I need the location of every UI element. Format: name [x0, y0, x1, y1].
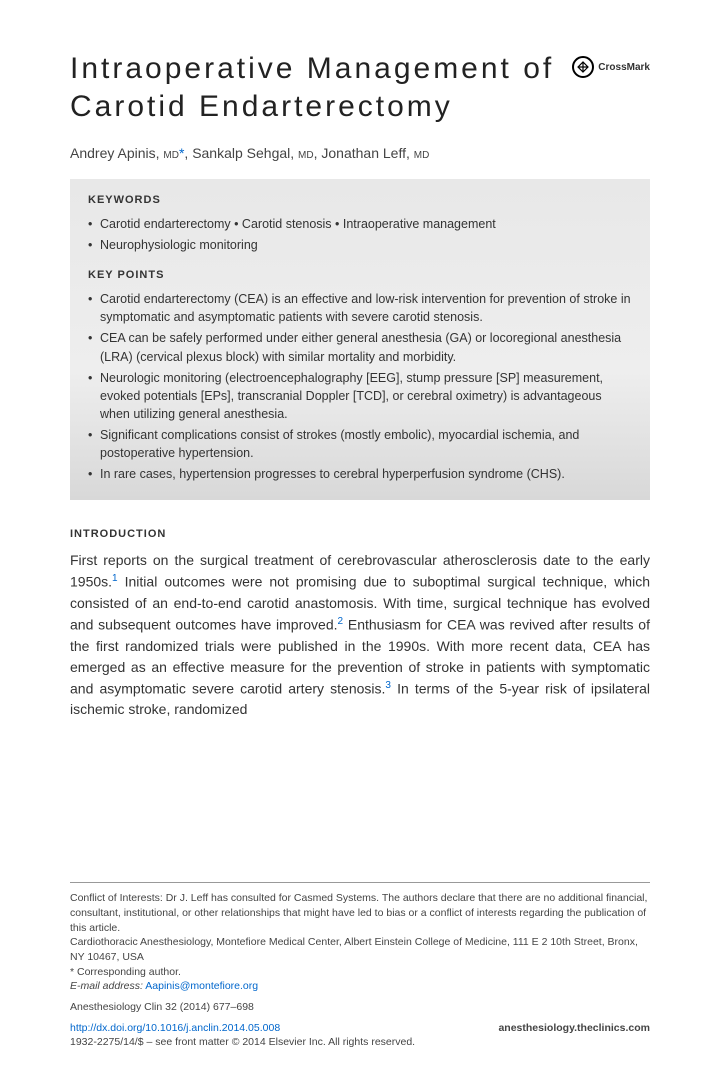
author-name: Jonathan Leff: [321, 145, 406, 161]
keypoint-item: Neurologic monitoring (electroencephalog…: [88, 369, 632, 423]
keypoint-item: In rare cases, hypertension progresses t…: [88, 465, 632, 483]
corresponding-note: * Corresponding author.: [70, 965, 650, 980]
keywords-header: KEYWORDS: [88, 193, 632, 209]
footer-block: Conflict of Interests: Dr J. Leff has co…: [70, 882, 650, 1050]
keypoint-item: CEA can be safely performed under either…: [88, 329, 632, 365]
author-name: Sankalp Sehgal: [192, 145, 290, 161]
author-list: Andrey Apinis, MD*, Sankalp Sehgal, MD, …: [70, 145, 650, 161]
article-title: Intraoperative Management of Carotid End…: [70, 50, 572, 125]
citation-text: Anesthesiology Clin 32 (2014) 677–698: [70, 1000, 254, 1015]
corresponding-marker: *: [179, 145, 184, 161]
keyword-row: Neurophysiologic monitoring: [88, 236, 632, 254]
keywords-keypoints-box: KEYWORDS Carotid endarterectomy • Caroti…: [70, 179, 650, 500]
author-name: Andrey Apinis: [70, 145, 156, 161]
affiliation: Cardiothoracic Anesthesiology, Montefior…: [70, 935, 650, 964]
keypoints-header: KEY POINTS: [88, 268, 632, 284]
email-link[interactable]: Aapinis@montefiore.org: [145, 980, 258, 992]
introduction-header: INTRODUCTION: [70, 528, 650, 540]
author-degree: MD: [298, 150, 314, 161]
doi-link[interactable]: http://dx.doi.org/10.1016/j.anclin.2014.…: [70, 1021, 280, 1036]
author-degree: MD: [414, 150, 430, 161]
crossmark-badge[interactable]: CrossMark: [572, 56, 650, 78]
crossmark-icon: [572, 56, 594, 78]
keypoint-item: Carotid endarterectomy (CEA) is an effec…: [88, 290, 632, 326]
issn-copyright: 1932-2275/14/$ – see front matter © 2014…: [70, 1035, 650, 1050]
email-label: E-mail address:: [70, 980, 143, 992]
journal-site: anesthesiology.theclinics.com: [498, 1021, 650, 1036]
keyword-row: Carotid endarterectomy • Carotid stenosi…: [88, 215, 632, 233]
keypoint-item: Significant complications consist of str…: [88, 426, 632, 462]
crossmark-label: CrossMark: [598, 62, 650, 73]
conflict-statement: Conflict of Interests: Dr J. Leff has co…: [70, 891, 650, 935]
keywords-list: Carotid endarterectomy • Carotid stenosi…: [88, 215, 632, 254]
author-degree: MD: [163, 150, 179, 161]
keypoints-list: Carotid endarterectomy (CEA) is an effec…: [88, 290, 632, 483]
introduction-paragraph: First reports on the surgical treatment …: [70, 550, 650, 720]
